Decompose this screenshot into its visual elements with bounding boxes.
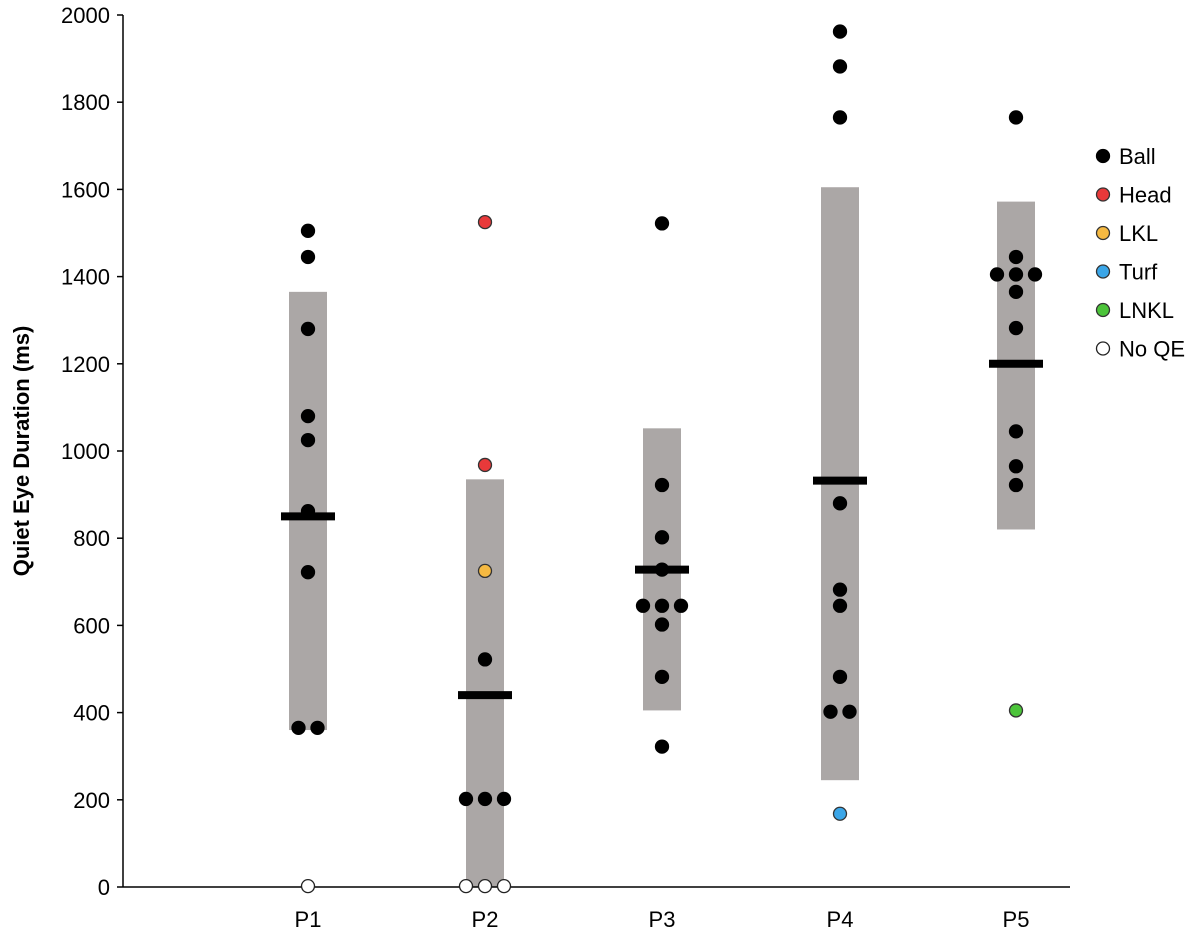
data-point-ball <box>496 791 512 807</box>
data-point-ball <box>1008 284 1024 300</box>
data-point-ball <box>1008 477 1024 493</box>
y-tick-label: 800 <box>73 526 110 551</box>
data-point-ball <box>673 598 689 613</box>
data-point-ball <box>1008 459 1024 474</box>
y-tick-label: 0 <box>98 875 110 900</box>
legend-marker-lkl <box>1095 225 1111 241</box>
y-tick-label: 2000 <box>61 3 110 28</box>
data-point-ball <box>823 704 838 719</box>
data-point-ball <box>1008 249 1024 265</box>
data-point-ball <box>300 565 316 580</box>
legend-label-turf: Turf <box>1119 260 1158 285</box>
data-point-head <box>477 457 493 473</box>
y-tick-label: 600 <box>73 613 110 638</box>
data-point-ball <box>832 24 848 39</box>
y-tick-label: 200 <box>73 788 110 813</box>
data-point-ball <box>1027 267 1043 282</box>
data-point-ball <box>832 110 848 125</box>
legend-label-no-qe: No QE <box>1119 337 1185 362</box>
data-point-ball <box>635 598 651 613</box>
x-tick-label-p4: P4 <box>827 907 854 932</box>
data-point-ball <box>832 669 848 684</box>
legend: Ball Head LKL Turf LNKL No QE <box>1095 144 1185 362</box>
data-point-ball <box>832 598 848 613</box>
legend-marker-turf <box>1095 264 1111 279</box>
y-tick-label: 1800 <box>61 90 110 115</box>
data-point-ball <box>832 496 848 511</box>
data-point-ball <box>832 59 848 74</box>
data-point-head <box>477 214 493 230</box>
data-point-no-qe <box>477 878 493 894</box>
y-axis-title: Quiet Eye Duration (ms) <box>9 326 34 577</box>
data-point-ball <box>989 267 1005 282</box>
data-point-ball <box>300 249 316 265</box>
legend-label-head: Head <box>1119 183 1172 208</box>
legend-label-lnkl: LNKL <box>1119 298 1174 323</box>
data-point-no-qe <box>496 878 512 894</box>
data-point-ball <box>300 321 316 337</box>
data-point-ball <box>291 720 306 736</box>
x-tick-label-p2: P2 <box>472 907 499 932</box>
data-point-ball <box>654 617 670 632</box>
data-point-ball <box>458 791 474 807</box>
data-point-ball <box>654 739 670 754</box>
data-point-ball <box>1008 320 1024 336</box>
data-point-lkl <box>477 563 493 579</box>
legend-marker-ball <box>1095 148 1111 164</box>
y-tick-label: 1200 <box>61 352 110 377</box>
data-point-ball <box>300 408 316 424</box>
data-point-ball <box>654 216 670 231</box>
x-tick-label-p3: P3 <box>649 907 676 932</box>
x-tick-label-p5: P5 <box>1003 907 1030 932</box>
axis-layer: 0 200 400 600 800 1000 1200 1400 1600 1800 2000 P1 P… <box>61 3 1070 932</box>
data-point-turf <box>832 806 848 821</box>
data-point-ball <box>300 432 316 448</box>
y-tick-label: 1400 <box>61 265 110 290</box>
mean-lines-layer <box>281 359 1043 700</box>
data-point-lnkl <box>1008 703 1024 718</box>
data-point-no-qe <box>458 878 474 894</box>
data-point-ball <box>654 669 670 684</box>
data-point-ball <box>832 582 848 597</box>
data-point-ball <box>477 652 493 667</box>
y-tick-label: 1000 <box>61 439 110 464</box>
y-tick-label: 400 <box>73 701 110 726</box>
data-point-ball <box>310 720 325 736</box>
legend-marker-head <box>1095 187 1111 202</box>
data-point-ball <box>842 704 857 719</box>
y-tick-label: 1600 <box>61 177 110 202</box>
data-point-ball <box>654 477 670 493</box>
data-point-ball <box>1008 267 1024 282</box>
data-point-ball <box>300 223 316 238</box>
data-point-no-qe <box>300 878 316 894</box>
legend-label-lkl: LKL <box>1119 221 1158 246</box>
data-point-ball <box>1008 424 1024 439</box>
data-point-ball <box>477 791 493 807</box>
points-layer <box>291 24 1043 894</box>
data-point-ball <box>1008 110 1024 125</box>
data-point-ball <box>654 598 670 613</box>
legend-marker-no-qe <box>1095 341 1111 356</box>
legend-marker-lnkl <box>1095 302 1111 318</box>
x-tick-label-p1: P1 <box>295 907 322 932</box>
legend-label-ball: Ball <box>1119 144 1156 169</box>
sd-bar-p2 <box>466 479 504 887</box>
data-point-ball <box>654 530 670 545</box>
